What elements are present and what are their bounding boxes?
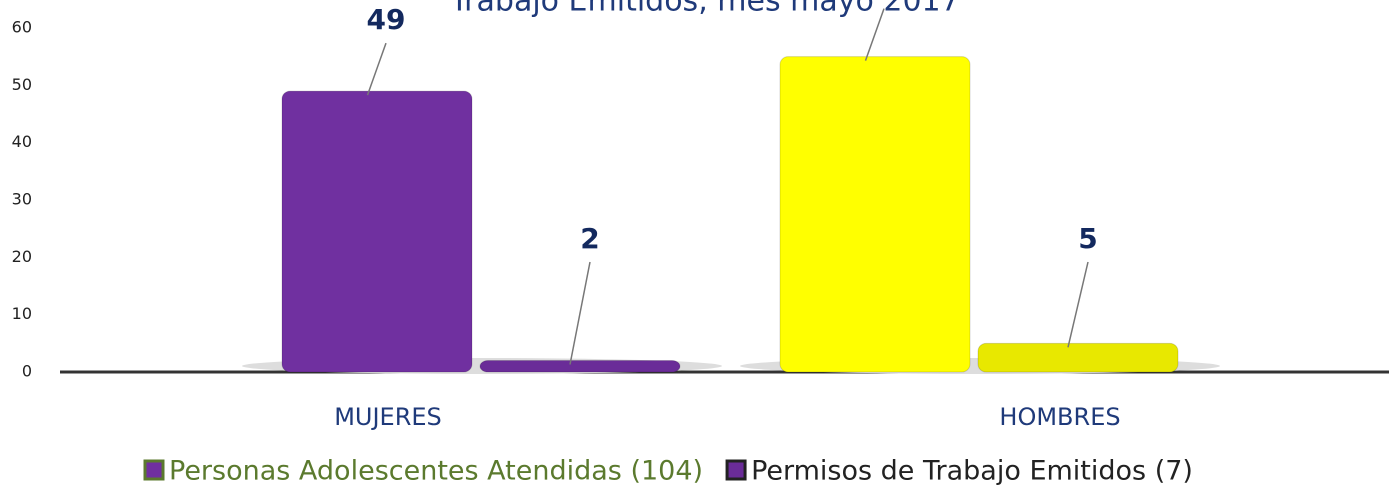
- bar: [779, 56, 971, 373]
- leader-line: [1067, 261, 1089, 348]
- y-tick-label: 0: [22, 362, 32, 381]
- data-label: 49: [367, 3, 406, 36]
- x-tick-label: MUJERES: [334, 403, 442, 431]
- legend-swatch: [725, 459, 747, 481]
- chart-title: Trabajo Emitidos, mes mayo 2017: [449, 0, 959, 19]
- y-tick-label: 20: [12, 247, 32, 266]
- legend-label: Personas Adolescentes Atendidas (104): [169, 456, 703, 487]
- x-tick-label: HOMBRES: [999, 403, 1120, 431]
- bar: [479, 360, 681, 373]
- y-tick-label: 30: [12, 190, 32, 209]
- data-label: 2: [580, 222, 599, 255]
- y-tick-label: 60: [12, 18, 32, 37]
- legend-swatch: [143, 459, 165, 481]
- bar: [281, 90, 473, 373]
- y-tick-label: 10: [12, 304, 32, 323]
- legend-label: Permisos de Trabajo Emitidos (7): [751, 456, 1193, 487]
- data-label: 55: [865, 0, 904, 2]
- leader-line: [366, 42, 387, 96]
- leader-line: [569, 261, 591, 365]
- y-tick-label: 50: [12, 75, 32, 94]
- leader-line: [864, 8, 885, 61]
- bar: [977, 342, 1179, 373]
- data-label: 5: [1078, 222, 1097, 255]
- y-tick-label: 40: [12, 132, 32, 151]
